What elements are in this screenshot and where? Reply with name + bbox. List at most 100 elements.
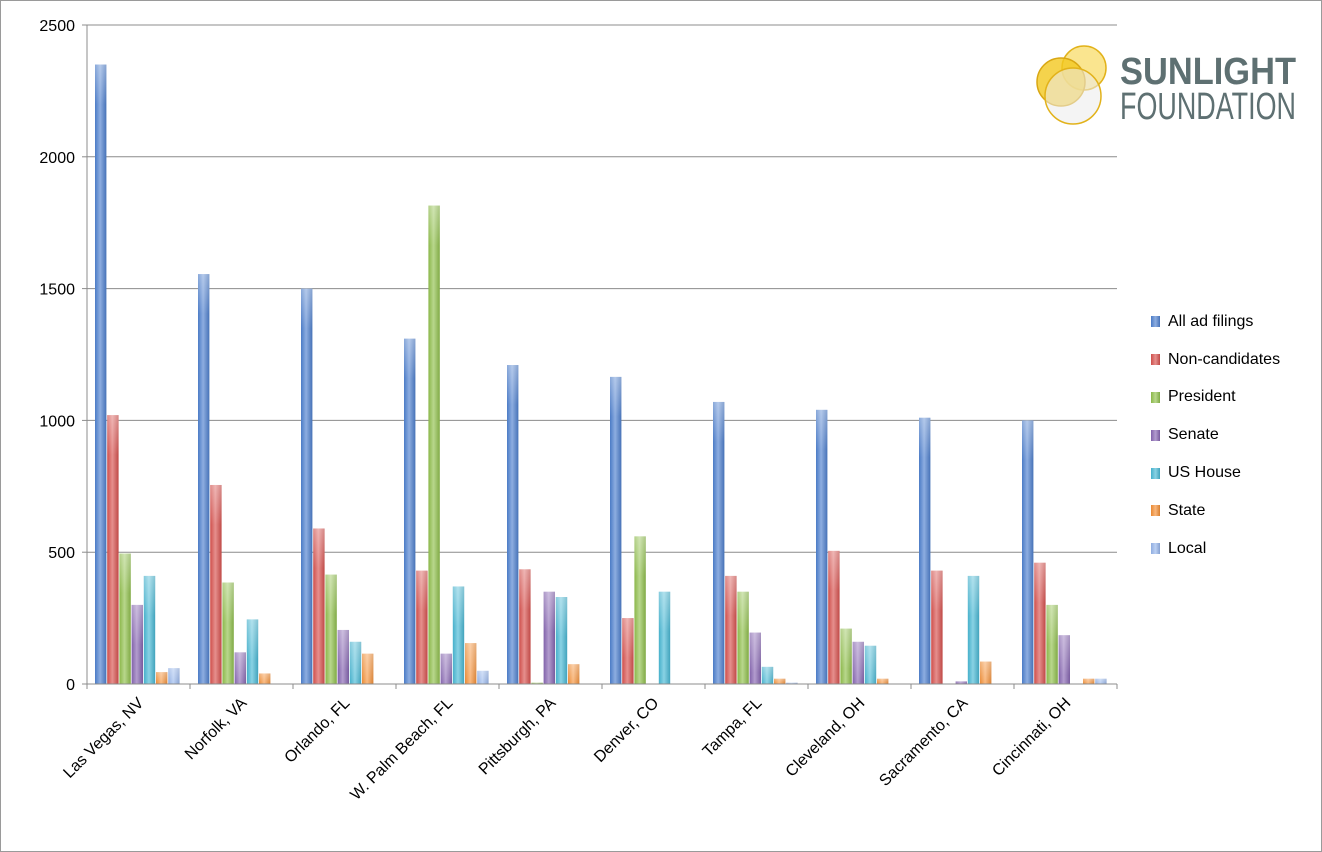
bar-highlight: [568, 664, 580, 684]
bar-highlight: [404, 338, 416, 379]
bar-highlight: [143, 575, 156, 616]
bar: [828, 550, 840, 684]
bar: [301, 288, 313, 684]
logo-line1: SUNLIGHT: [1120, 51, 1296, 93]
legend-item: President: [1151, 379, 1280, 417]
x-category-label: W. Palm Beach, FL: [347, 695, 456, 804]
logo-line2: FOUNDATION: [1120, 86, 1296, 128]
legend-swatch: [1151, 316, 1160, 328]
bar: [634, 536, 646, 684]
bar: [325, 574, 337, 684]
bar-highlight: [1095, 678, 1107, 684]
y-tick-label: 2000: [39, 150, 75, 167]
legend-item: Local: [1151, 530, 1280, 568]
legend-item: Non-candidates: [1151, 341, 1280, 379]
y-tick-label: 1500: [39, 282, 75, 299]
bar-highlight: [337, 629, 349, 670]
bar-highlight: [931, 570, 943, 611]
bar-highlight: [477, 670, 489, 684]
bar-highlight: [840, 628, 852, 669]
bar-highlight: [658, 591, 671, 632]
bar: [222, 582, 234, 684]
y-axis-ticks: 0 500 1000 1500 2000 2500: [39, 18, 87, 694]
bar-highlight: [198, 274, 210, 315]
bar-highlight: [246, 619, 259, 660]
legend-label: State: [1168, 501, 1206, 519]
bar: [416, 570, 428, 684]
x-category-label: Cleveland, OH: [783, 695, 869, 781]
legend-label: President: [1168, 388, 1236, 406]
bar-highlight: [168, 668, 180, 684]
bar-highlight: [325, 574, 337, 615]
bar: [555, 597, 568, 684]
legend-swatch: [1151, 505, 1160, 517]
bar: [404, 338, 416, 684]
x-category-label: Sacramento, CA: [876, 695, 971, 790]
legend-swatch: [1151, 429, 1160, 441]
bar-highlight: [507, 365, 519, 406]
bar: [725, 575, 737, 684]
legend-label: Non-candidates: [1168, 350, 1281, 368]
bar: [198, 274, 210, 684]
bar: [107, 415, 119, 684]
legend-label: All ad filings: [1168, 312, 1254, 330]
x-category-label: Orlando, FL: [282, 695, 354, 767]
bar-highlight: [786, 682, 798, 684]
bar-highlight: [222, 582, 234, 623]
bar-highlight: [313, 528, 325, 569]
bar-highlight: [864, 645, 877, 684]
legend-swatch: [1151, 543, 1160, 555]
legend: All ad filings Non-candidates President Sen…: [1151, 303, 1280, 568]
bar-highlight: [877, 678, 889, 684]
bar: [658, 591, 671, 684]
bar: [1034, 562, 1046, 684]
legend-item: State: [1151, 492, 1280, 530]
bar-highlight: [362, 653, 374, 684]
bar-highlight: [1034, 562, 1046, 603]
legend-item: All ad filings: [1151, 303, 1280, 341]
bar-highlight: [519, 569, 531, 610]
bar-highlight: [416, 570, 428, 611]
x-category-label: Denver, CO: [591, 695, 662, 766]
bar-highlight: [725, 575, 737, 616]
y-tick-label: 2500: [39, 18, 75, 35]
bar-highlight: [980, 661, 992, 684]
bar-highlight: [828, 550, 840, 591]
bar: [610, 376, 622, 684]
bar-highlight: [156, 672, 168, 684]
bar-highlight: [210, 484, 222, 525]
bar-highlight: [816, 409, 828, 450]
bar-highlight: [465, 643, 477, 684]
y-tick-label: 500: [48, 545, 75, 562]
bar: [119, 553, 131, 684]
bar: [1022, 420, 1034, 684]
bar-highlight: [1083, 678, 1095, 684]
bar-highlight: [428, 205, 440, 246]
bar-highlight: [1046, 604, 1058, 645]
sunlight-foundation-logo: SUNLIGHT FOUNDATION: [1036, 45, 1296, 128]
bar-highlight: [543, 591, 555, 632]
x-category-label: Norfolk, VA: [182, 695, 251, 764]
x-category-label: Tampa, FL: [700, 695, 766, 761]
bar: [428, 205, 440, 684]
bar-highlight: [555, 597, 568, 638]
bar-highlight: [131, 604, 143, 645]
gridlines: [87, 24, 1117, 553]
bar-highlight: [967, 575, 980, 616]
bar-highlight: [440, 653, 452, 684]
bar-highlight: [761, 666, 774, 684]
legend-item: Senate: [1151, 416, 1280, 454]
bar-highlight: [95, 64, 107, 105]
bar-highlight: [774, 678, 786, 684]
bar-highlight: [737, 591, 749, 632]
bar: [543, 591, 555, 684]
bar-highlight: [531, 682, 543, 684]
legend-label: US House: [1168, 464, 1241, 482]
x-axis-labels: Las Vegas, NV Norfolk, VA Orlando, FLW. Pa…: [60, 695, 1074, 804]
bar-highlight: [634, 536, 646, 577]
bar: [95, 64, 107, 685]
bar-highlight: [301, 288, 313, 329]
bar-highlight: [622, 618, 634, 659]
